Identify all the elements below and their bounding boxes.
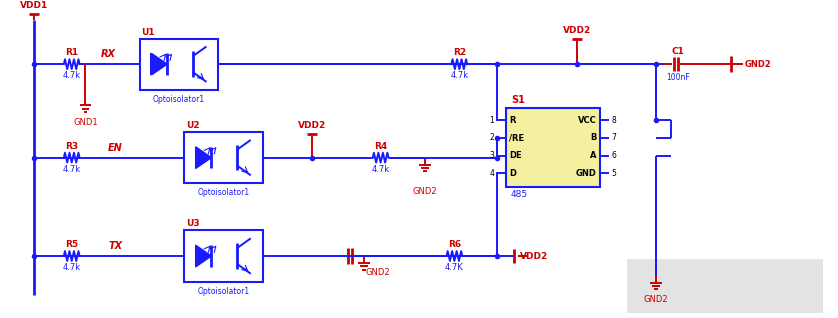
Polygon shape: [196, 245, 211, 267]
Text: R3: R3: [65, 142, 78, 151]
Text: GND2: GND2: [366, 268, 391, 277]
Text: D: D: [509, 169, 516, 178]
Text: R4: R4: [374, 142, 387, 151]
Text: R2: R2: [453, 48, 466, 57]
Text: TX: TX: [108, 241, 122, 251]
Text: U1: U1: [142, 28, 155, 37]
Text: GND1: GND1: [73, 118, 98, 127]
Text: S1: S1: [511, 95, 525, 106]
Text: B: B: [590, 134, 597, 142]
Text: EN: EN: [108, 143, 123, 153]
Bar: [184, 132, 262, 183]
Text: U2: U2: [186, 121, 199, 130]
Text: R6: R6: [447, 240, 461, 249]
Text: 4.7k: 4.7k: [450, 71, 468, 80]
Text: GND: GND: [576, 169, 597, 178]
Text: VDD2: VDD2: [563, 26, 592, 35]
Text: VDD2: VDD2: [297, 121, 326, 130]
Text: 6: 6: [612, 151, 616, 160]
Text: Optoisolator1: Optoisolator1: [197, 188, 249, 197]
Text: 4.7k: 4.7k: [63, 263, 80, 272]
Text: 5: 5: [612, 169, 616, 178]
Text: VCC: VCC: [578, 116, 597, 125]
Text: 1: 1: [489, 116, 494, 125]
Bar: [627, 259, 824, 313]
Text: 4.7k: 4.7k: [371, 164, 390, 174]
Text: 485: 485: [511, 190, 528, 199]
Text: 4.7K: 4.7K: [445, 263, 463, 272]
Text: RX: RX: [101, 49, 116, 59]
Text: A: A: [590, 151, 597, 160]
Text: VDD2: VDD2: [520, 252, 549, 260]
Text: 8: 8: [612, 116, 616, 125]
Bar: [140, 38, 219, 90]
Text: Optoisolator1: Optoisolator1: [197, 287, 249, 295]
Text: VDD1: VDD1: [20, 1, 49, 10]
Text: 3: 3: [489, 151, 494, 160]
Text: R5: R5: [65, 240, 78, 249]
Text: 4.7k: 4.7k: [63, 164, 80, 174]
Text: 100nF: 100nF: [666, 73, 690, 82]
Text: Optoisolator1: Optoisolator1: [153, 95, 205, 104]
Text: 7: 7: [612, 134, 616, 142]
Text: /RE: /RE: [509, 134, 524, 142]
Bar: [184, 231, 262, 282]
Text: R1: R1: [65, 48, 78, 57]
Text: 4: 4: [489, 169, 494, 178]
Text: U3: U3: [186, 219, 199, 228]
Bar: [506, 108, 599, 187]
Text: DE: DE: [509, 151, 521, 160]
Text: GND2: GND2: [412, 187, 437, 196]
Text: GND2: GND2: [745, 60, 772, 69]
Polygon shape: [152, 53, 167, 75]
Text: GND2: GND2: [644, 295, 669, 304]
Text: 4.7k: 4.7k: [63, 71, 80, 80]
Text: 2: 2: [489, 134, 494, 142]
Polygon shape: [196, 147, 211, 169]
Text: R: R: [509, 116, 515, 125]
Text: C1: C1: [671, 47, 684, 56]
